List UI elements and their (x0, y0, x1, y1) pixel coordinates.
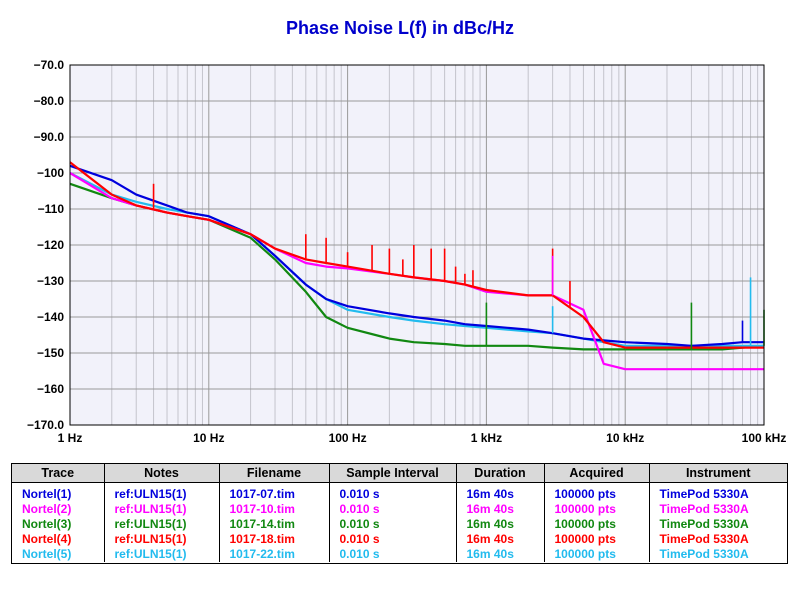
legend-cell: TimePod 5330A (659, 487, 749, 501)
legend-cell: ref:ULN15(1) (104, 502, 220, 517)
phase-noise-chart: −70.0 −80.0 −90.0 −100 −110 −120 −130 −140 −150 −… (27, 58, 787, 445)
legend-cell: ref:ULN15(1) (104, 532, 220, 547)
legend-header-cell: Sample Interval (329, 464, 457, 483)
legend-cell: 16m 40s (456, 502, 545, 517)
trace-legend-table: Trace Notes Filename Sample Interval Duratio… (11, 463, 788, 564)
legend-cell: ref:ULN15(1) (104, 482, 220, 502)
legend-cell: 0.010 s (329, 517, 457, 532)
legend-cell: 16m 40s (456, 482, 545, 502)
y-tick-label: −140 (37, 310, 64, 324)
x-tick-label: 10 Hz (193, 431, 224, 445)
legend-cell: Nortel(3) (12, 517, 105, 532)
legend-header-cell: Filename (219, 464, 330, 483)
x-tick-label: 100 Hz (329, 431, 367, 445)
legend-header-cell: Acquired (544, 464, 650, 483)
x-tick-label: 10 kHz (606, 431, 644, 445)
legend-cell: 0.010 s (329, 532, 457, 547)
legend-cell: 1017-22.tim (219, 547, 330, 562)
x-tick-labels: 1 Hz 10 Hz 100 Hz 1 kHz 10 kHz 100 kHz (58, 431, 787, 445)
y-tick-label: −110 (38, 202, 65, 216)
legend-cell: 100000 pts (544, 532, 650, 547)
y-tick-labels: −70.0 −80.0 −90.0 −100 −110 −120 −130 −140 −150 −… (27, 58, 64, 432)
y-tick-label: −160 (37, 382, 64, 396)
legend-header-row: Trace Notes Filename Sample Interval Duratio… (12, 464, 787, 483)
x-tick-label: 100 kHz (742, 431, 787, 445)
legend-cell: 1017-07.tim (219, 482, 330, 502)
legend-header-cell: Notes (104, 464, 220, 483)
legend-cell: 100000 pts (544, 547, 650, 562)
legend-cell: 16m 40s (456, 532, 545, 547)
legend-cell: TimePod 5330A (659, 532, 749, 546)
legend-cell: TimePod 5330A (659, 517, 749, 531)
legend-cell: ref:ULN15(1) (104, 547, 220, 562)
legend-cell: Nortel(5) (12, 547, 105, 562)
legend-header-cell: Instrument (649, 464, 787, 483)
legend-cell: 16m 40s (456, 547, 545, 562)
legend-header-cell: Duration (456, 464, 545, 483)
legend-cell: 100000 pts (544, 502, 650, 517)
legend-cell: TimePod 5330A (659, 547, 749, 561)
y-tick-label: −70.0 (34, 58, 65, 72)
chart-title: Phase Noise L(f) in dBc/Hz (285, 18, 515, 38)
x-tick-label: 1 kHz (471, 431, 502, 445)
legend-cell: 1017-18.tim (219, 532, 330, 547)
series-line-4 (69, 161, 764, 349)
y-tick-label: −90.0 (34, 130, 65, 144)
legend-cell: 100000 pts (544, 517, 650, 532)
series-layer (69, 161, 765, 371)
legend-cell: 0.010 s (329, 482, 457, 502)
y-tick-label: −130 (37, 274, 64, 288)
legend-cell: Nortel(2) (12, 502, 105, 517)
y-tick-label: −150 (37, 346, 64, 360)
series-line-1 (69, 164, 764, 347)
legend-cell: 16m 40s (456, 517, 545, 532)
legend-cell: Nortel(4) (12, 532, 105, 547)
y-tick-label: −170.0 (27, 418, 64, 432)
legend-header-cell: Trace (12, 464, 105, 483)
legend-cell: 1017-10.tim (219, 502, 330, 517)
legend-cell: 1017-14.tim (219, 517, 330, 532)
y-tick-label: −120 (37, 238, 64, 252)
plot-frame (69, 64, 765, 426)
legend-cell: 100000 pts (544, 482, 650, 502)
legend-cell: ref:ULN15(1) (104, 517, 220, 532)
x-tick-label: 1 Hz (58, 431, 83, 445)
legend-cell: 0.010 s (329, 502, 457, 517)
legend-cell: 0.010 s (329, 547, 457, 562)
legend-cell: TimePod 5330A (659, 502, 749, 516)
y-tick-label: −100 (37, 166, 64, 180)
y-tick-label: −80.0 (34, 94, 65, 108)
legend-cell: Nortel(1) (12, 482, 105, 502)
